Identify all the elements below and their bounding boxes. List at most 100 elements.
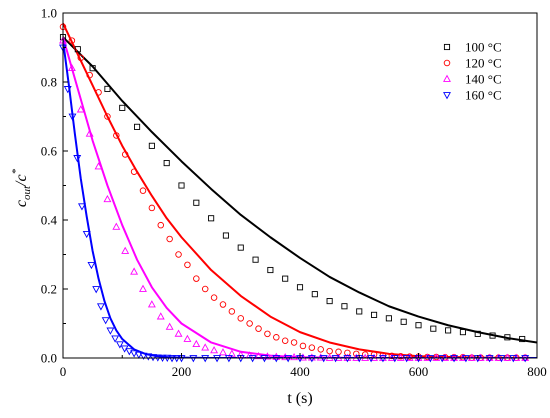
legend-label-series-2: 120 °C [465, 56, 502, 71]
data-point-series-3 [156, 312, 165, 320]
data-point-series-2 [113, 132, 120, 139]
data-point-series-4 [139, 352, 148, 360]
data-point-series-1 [119, 104, 126, 111]
data-point-series-1 [267, 266, 274, 274]
data-point-series-4 [82, 230, 91, 239]
y-tick-label: 0.8 [41, 75, 57, 90]
data-point-series-2 [210, 294, 218, 301]
data-point-series-3 [130, 267, 139, 275]
data-point-series-3 [67, 63, 76, 72]
data-point-series-1 [89, 65, 96, 72]
legend-marker-series-1 [443, 43, 451, 51]
x-axis-title: t (s) [287, 390, 312, 407]
data-point-series-2 [68, 37, 76, 44]
data-point-series-1 [104, 85, 111, 92]
legend-marker-series-3 [443, 74, 451, 82]
data-point-series-1 [178, 182, 185, 189]
data-point-series-1 [222, 232, 229, 239]
data-point-series-2 [370, 351, 378, 358]
y-axis-title: cout/c* [10, 168, 33, 207]
x-tick-label: 800 [527, 364, 547, 379]
data-point-series-2 [237, 315, 244, 322]
fit-curve-series-1 [63, 36, 537, 344]
data-point-series-1 [163, 160, 170, 167]
data-point-series-2 [95, 89, 102, 96]
data-point-series-2 [246, 320, 253, 327]
data-point-series-4 [115, 341, 124, 349]
data-point-series-3 [139, 284, 147, 292]
data-point-series-2 [273, 334, 280, 341]
data-point-series-1 [208, 215, 215, 222]
data-point-series-3 [272, 352, 281, 360]
data-point-series-3 [147, 300, 156, 308]
data-point-series-4 [134, 351, 143, 359]
fit-curve-series-2 [63, 22, 537, 358]
data-point-series-1 [74, 46, 81, 53]
data-point-series-2 [166, 235, 173, 243]
legend-label-series-1: 100 °C [465, 40, 502, 55]
data-point-series-1 [445, 327, 452, 334]
data-point-series-1 [237, 244, 244, 251]
data-point-series-1 [326, 298, 333, 305]
data-point-series-1 [134, 123, 141, 130]
data-point-series-2 [290, 339, 298, 346]
data-point-series-3 [290, 352, 299, 361]
data-point-series-2 [139, 187, 147, 194]
data-point-series-1 [296, 284, 304, 291]
data-point-series-2 [175, 251, 182, 258]
data-point-series-3 [103, 194, 112, 203]
data-point-series-4 [92, 286, 101, 294]
data-point-series-2 [281, 337, 289, 345]
data-point-series-3 [183, 334, 192, 342]
x-tick-label: 600 [409, 364, 429, 379]
data-point-series-3 [76, 105, 85, 113]
x-axis-ticks: 0 200 400 600 800 [60, 353, 547, 379]
data-point-series-1 [459, 329, 466, 336]
data-point-series-4 [68, 113, 77, 121]
data-point-series-2 [77, 54, 85, 62]
data-point-series-1 [193, 199, 200, 206]
data-point-series-2 [299, 342, 307, 350]
data-point-series-1 [341, 303, 348, 310]
data-point-series-1 [371, 311, 378, 318]
data-markers-layer [59, 23, 530, 363]
data-point-series-2 [361, 351, 369, 358]
data-point-series-3 [94, 162, 103, 170]
data-point-series-2 [308, 344, 316, 351]
data-point-series-4 [73, 155, 82, 163]
data-point-series-2 [184, 261, 191, 269]
data-point-series-3 [316, 353, 325, 361]
data-point-series-2 [104, 113, 111, 120]
data-point-series-1 [311, 291, 318, 298]
data-point-series-1 [356, 308, 363, 315]
data-point-series-2 [201, 285, 209, 293]
data-point-series-3 [219, 348, 227, 356]
data-point-series-3 [112, 222, 121, 230]
data-point-series-1 [489, 332, 496, 339]
data-point-series-1 [282, 275, 289, 282]
data-point-series-1 [400, 318, 407, 325]
data-point-series-3 [165, 322, 174, 330]
fit-curves-layer [63, 22, 537, 358]
data-point-series-2 [157, 221, 165, 229]
data-point-series-4 [130, 350, 139, 358]
data-point-series-1 [252, 256, 259, 263]
data-point-series-3 [201, 343, 210, 351]
data-point-series-1 [519, 335, 526, 343]
data-point-series-3 [174, 329, 183, 337]
data-point-series-1 [474, 330, 481, 337]
data-point-series-1 [430, 325, 437, 332]
data-point-series-4 [63, 86, 72, 94]
data-point-series-3 [121, 246, 130, 254]
legend-marker-series-4 [443, 92, 451, 100]
legend-label-series-3: 140 °C [465, 72, 502, 87]
data-point-series-2 [255, 325, 262, 332]
data-point-series-3 [85, 129, 94, 137]
data-point-series-3 [192, 339, 201, 348]
legend-marker-series-2 [443, 59, 451, 67]
data-point-series-4 [111, 335, 120, 343]
data-point-series-4 [101, 317, 110, 325]
data-point-series-2 [121, 151, 129, 158]
data-point-series-4 [149, 354, 158, 362]
data-point-series-2 [148, 204, 156, 212]
